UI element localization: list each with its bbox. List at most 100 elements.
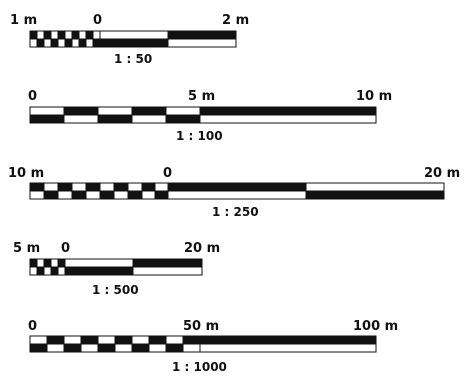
tick-label-right: 20 m <box>424 166 460 181</box>
bar-segment <box>50 266 59 276</box>
bar-segment <box>199 106 377 116</box>
tick-label-right: 100 m <box>353 319 398 334</box>
bar-segment <box>64 266 134 276</box>
bar-segment <box>36 30 45 40</box>
bar-segment <box>199 114 377 124</box>
bar-segment <box>46 343 65 353</box>
bar-segment <box>57 266 66 276</box>
bar-segment <box>63 106 99 116</box>
tick-label-right: 2 m <box>222 13 249 28</box>
bar-segment <box>85 30 94 40</box>
bar-segment <box>182 343 201 353</box>
bar-segment <box>36 266 45 276</box>
scale-bar-1-100: 0 5 m 10 m 1 : 100 <box>28 89 392 143</box>
bar-segment <box>148 335 167 345</box>
bar-segment <box>305 182 445 192</box>
bar-segment <box>165 114 201 124</box>
bar-segment <box>63 114 99 124</box>
bar-segment <box>57 30 66 40</box>
bar-segment <box>57 190 73 200</box>
bar-segment <box>199 343 377 353</box>
bar-segment <box>80 335 99 345</box>
bar-segment <box>71 190 87 200</box>
bar-segment <box>165 335 184 345</box>
bar-segment <box>64 258 134 268</box>
bar-segment <box>71 30 80 40</box>
bar-segment <box>305 190 445 200</box>
tick-label-left: 0 <box>28 89 37 104</box>
bar-segment <box>78 38 87 48</box>
bar-segment <box>97 114 133 124</box>
bar-segments <box>29 335 377 353</box>
bar-segment <box>43 182 59 192</box>
bar-segment <box>80 343 99 353</box>
bar-segment <box>148 343 167 353</box>
bar-segment <box>167 190 307 200</box>
bar-segment <box>167 182 307 192</box>
bar-segments <box>29 106 377 124</box>
tick-label-middle: 0 <box>61 241 70 256</box>
bar-segment <box>154 182 169 192</box>
bar-segment <box>78 30 87 40</box>
bar-segment <box>29 190 45 200</box>
scale-bar-1-500: 5 m 0 20 m 1 : 500 <box>13 241 220 297</box>
bar-segment <box>29 182 45 192</box>
bar-segment <box>36 258 45 268</box>
tick-label-right: 20 m <box>184 241 220 256</box>
bar-segment <box>99 182 115 192</box>
bar-segment <box>63 343 82 353</box>
bar-segment <box>114 335 133 345</box>
scale-ratio-label: 1 : 1000 <box>172 360 227 374</box>
bar-segment <box>57 182 73 192</box>
bar-segment <box>92 38 101 48</box>
bar-segment <box>64 38 73 48</box>
bar-segment <box>97 106 133 116</box>
tick-label-middle: 0 <box>93 13 102 28</box>
tick-label-middle: 5 m <box>188 89 215 104</box>
bar-segment <box>165 343 184 353</box>
bar-segment <box>29 343 48 353</box>
bar-segment <box>63 335 82 345</box>
bar-segment <box>85 38 94 48</box>
bar-segment <box>154 190 169 200</box>
bar-segments <box>29 258 203 276</box>
bar-segment <box>85 182 101 192</box>
bar-segment <box>46 335 65 345</box>
tick-label-left: 0 <box>28 319 37 334</box>
bar-segment <box>182 335 201 345</box>
bar-segment <box>29 106 65 116</box>
bar-segment <box>29 114 65 124</box>
bar-segment <box>131 343 150 353</box>
tick-label-left: 1 m <box>10 13 37 28</box>
bar-segment <box>64 30 73 40</box>
bar-segment <box>114 343 133 353</box>
bar-segment <box>50 258 59 268</box>
bar-segment <box>71 38 80 48</box>
scale-ratio-label: 1 : 500 <box>92 283 139 297</box>
bar-segment <box>50 38 59 48</box>
scale-ratio-label: 1 : 250 <box>212 205 259 219</box>
bar-segment <box>127 182 143 192</box>
bar-segment <box>71 182 87 192</box>
bar-segment <box>97 343 116 353</box>
bar-segment <box>57 38 66 48</box>
bar-segment <box>99 38 169 48</box>
bar-segment <box>43 266 52 276</box>
bar-segment <box>132 258 203 268</box>
tick-label-middle: 0 <box>163 166 172 181</box>
bar-segment <box>167 38 237 48</box>
tick-label-left: 5 m <box>13 241 40 256</box>
bar-segment <box>50 30 59 40</box>
tick-label-middle: 50 m <box>183 319 219 334</box>
bar-segment <box>113 182 129 192</box>
bar-segment <box>165 106 201 116</box>
bar-segment <box>131 335 150 345</box>
bar-segment <box>99 30 169 40</box>
scale-ratio-label: 1 : 100 <box>176 129 223 143</box>
bar-segments <box>29 30 237 48</box>
tick-label-left: 10 m <box>8 166 44 181</box>
bar-segment <box>29 335 48 345</box>
bar-segment <box>43 30 52 40</box>
bar-segment <box>36 38 45 48</box>
